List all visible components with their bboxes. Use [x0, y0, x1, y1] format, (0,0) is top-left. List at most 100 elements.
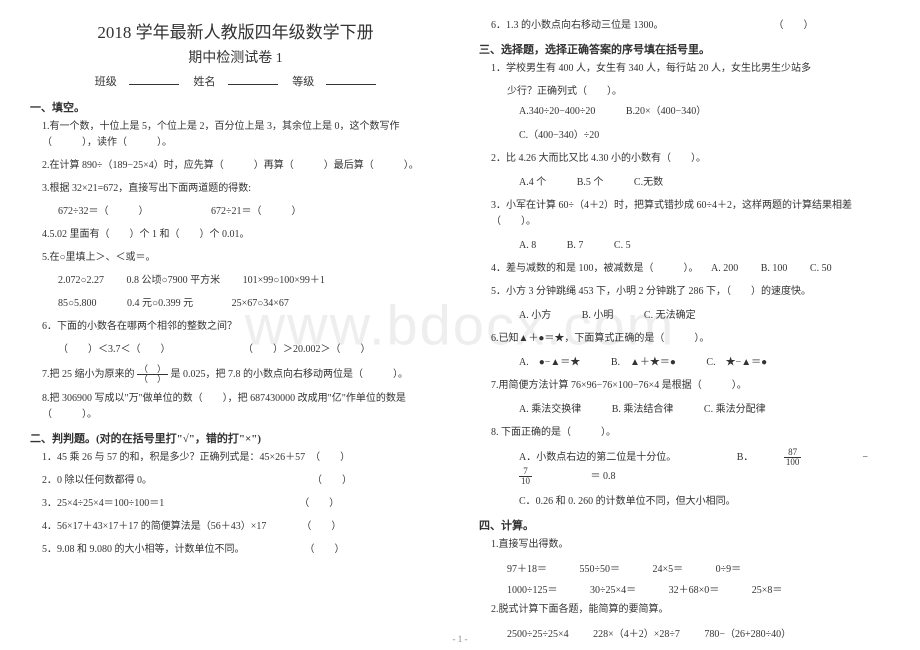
- s3-q8a: 8. 下面正确的是（ ）。: [491, 425, 890, 441]
- s2-q5: 5．9.08 和 9.080 的大小相等，计数单位不同。 （ ）: [42, 542, 441, 558]
- s3-q1-oC: C.（400−340）÷20: [519, 130, 599, 141]
- s3-q7-oB: B. 乘法结合律: [612, 404, 674, 415]
- s3-q8-oB-suf: ＝ 0.8: [591, 471, 616, 482]
- s4-q2-2: 228×（4＋2）×28÷7: [593, 629, 680, 640]
- s3-q2-oA: A.4 个: [519, 177, 546, 188]
- s4-q1a: 1.直接写出得数。: [491, 537, 890, 553]
- s3-q7-oA: A. 乘法交换律: [519, 404, 581, 415]
- info-line: 班级 姓名 等级: [30, 73, 441, 89]
- s3-q6-oA: A. ●−▲＝★: [519, 357, 580, 368]
- s1-q6a: 6．下面的小数各在哪两个相邻的整数之间？: [42, 319, 441, 335]
- s3-q3-oB: B. 7: [567, 240, 584, 251]
- s3-q2a: 2．比 4.26 大而比又比 4.30 小的小数有（ ）。: [491, 151, 890, 167]
- s3-q3-oA: A. 8: [519, 240, 536, 251]
- s3-q1a: 1．学校男生有 400 人，女生有 340 人，每行站 20 人，女生比男生少站…: [491, 61, 890, 77]
- s3-q8-oA: A．小数点右边的第二位是十分位。: [519, 452, 676, 463]
- s3-q8-optsC: C．0.26 和 0. 260 的计数单位不同，但大小相同。: [519, 493, 890, 510]
- s2-q3: 3．25×4÷25×4＝100÷100＝1 （ ）: [42, 496, 441, 512]
- s1-q7: 7.把 25 缩小为原来的 （ ）（ ） 是 0.025，把 7.8 的小数点向…: [42, 365, 441, 384]
- title-sub: 期中检测试卷 1: [30, 47, 441, 67]
- s1-q5c-1: 85○5.800: [58, 298, 97, 309]
- s4-q1-r1-2: 550÷50＝: [580, 564, 621, 575]
- s1-q3a: 3.根据 32×21=672，直接写出下面两道题的得数:: [42, 181, 441, 197]
- right-column: 6．1.3 的小数点向右移动三位是 1300。 （ ） 三、选择题，选择正确答案…: [479, 18, 890, 646]
- s3-q5a: 5．小方 3 分钟跳绳 453 下，小明 2 分钟跳了 286 下，（ ）的速度…: [491, 284, 890, 300]
- s3-q4: 4．差与减数的和是 100，被减数是（ ）。 A. 200 B. 100 C. …: [491, 261, 890, 277]
- s1-q8: 8.把 306900 写成以"万"做单位的数（ ），把 687430000 改成…: [42, 391, 441, 423]
- s3-q2-oC: C.无数: [634, 177, 663, 188]
- s1-q2: 2.在计算 890÷（189−25×4）时，应先算（ ）再算（ ）最后算（ ）。: [42, 158, 441, 174]
- s1-q5b-1: 2.072○2.27: [58, 275, 104, 286]
- fraction-blank: （ ）（ ）: [137, 365, 168, 384]
- s1-q6b-2: （ ）＞20.002＞（ ）: [243, 344, 371, 355]
- section1-header: 一、填空。: [30, 99, 441, 115]
- s3-q6-oB: B. ▲＋★＝●: [611, 357, 676, 368]
- s1-q1: 1.有一个数，十位上是 5，个位上是 2，百分位上是 3，其余位上是 0，这个数…: [42, 119, 441, 151]
- s3-q5-oB: B. 小明: [582, 310, 614, 321]
- s4-q1-row2: 1000÷125＝ 30÷25×4＝ 32＋68×0＝ 25×8＝: [507, 581, 890, 596]
- section4-header: 四、计算。: [479, 517, 890, 533]
- label-name: 姓名: [194, 76, 216, 88]
- s3-q6-oC: C. ★−▲＝●: [706, 357, 767, 368]
- s3-q4-oC: C. 50: [810, 263, 832, 274]
- fraction-7-10: 710: [519, 467, 560, 486]
- s3-q8-oC: C．0.26 和 0. 260 的计数单位不同，但大小相同。: [519, 496, 736, 507]
- page-content: 2018 学年最新人教版四年级数学下册 期中检测试卷 1 班级 姓名 等级 一、…: [30, 18, 890, 646]
- columns: 2018 学年最新人教版四年级数学下册 期中检测试卷 1 班级 姓名 等级 一、…: [30, 18, 890, 646]
- s1-q5c-3: 25×67○34×67: [232, 298, 289, 309]
- s3-q1-oB: B.20×（400−340）: [626, 106, 706, 117]
- s2-q2: 2．0 除以任何数都得 0。 （ ）: [42, 473, 441, 489]
- s1-q3b-b: 672÷21＝（ ）: [211, 206, 302, 217]
- s4-q1-r2-4: 25×8＝: [752, 585, 783, 596]
- s4-q1-r1-4: 0÷9＝: [716, 564, 742, 575]
- s1-q3b: 672÷32＝（ ） 672÷21＝（ ）: [58, 204, 441, 220]
- s3-q2-opts: A.4 个 B.5 个 C.无数: [519, 174, 890, 191]
- s3-q1-opts1: A.340÷20−400÷20 B.20×（400−340）: [519, 103, 890, 120]
- s1-q7-suf: 是 0.025，把 7.8 的小数点向右移动两位是（ ）。: [168, 369, 408, 380]
- s3-q8-optsAB: A．小数点右边的第二位是十分位。 B． 87100 − 710 ＝ 0.8: [519, 448, 890, 486]
- s3-q1b: 少行？正确列式（ ）。: [507, 84, 890, 100]
- section3-header: 三、选择题，选择正确答案的序号填在括号里。: [479, 41, 890, 57]
- s4-q2a: 2.脱式计算下面各题，能简算的要简算。: [491, 602, 890, 618]
- s3-q5-opts: A. 小方 B. 小明 C. 无法确定: [519, 307, 890, 324]
- s4-q1-r2-3: 32＋68×0＝: [669, 585, 720, 596]
- s3-q4-oB: B. 100: [761, 263, 788, 274]
- blank-grade: [326, 75, 376, 85]
- title-main: 2018 学年最新人教版四年级数学下册: [30, 18, 441, 43]
- s3-q3a: 3．小军在计算 60÷（4＋2）时，把算式错抄成 60÷4＋2，这样两题的计算结…: [491, 198, 890, 230]
- s3-q5-oC: C. 无法确定: [644, 310, 696, 321]
- left-column: 2018 学年最新人教版四年级数学下册 期中检测试卷 1 班级 姓名 等级 一、…: [30, 18, 441, 646]
- label-grade: 等级: [292, 76, 314, 88]
- s1-q6b-1: （ ）＜3.7＜（ ）: [58, 344, 171, 355]
- s1-q5b-2: 0.8 公顷○7900 平方米: [127, 275, 221, 286]
- s2-q4: 4．56×17＋43×17＋17 的简便算法是（56＋43）×17 （ ）: [42, 519, 441, 535]
- s3-q2-oB: B.5 个: [577, 177, 604, 188]
- s3-q1-opts2: C.（400−340）÷20: [519, 127, 890, 144]
- s3-q7-opts: A. 乘法交换律 B. 乘法结合律 C. 乘法分配律: [519, 401, 890, 418]
- s2-q1: 1．45 乘 26 与 57 的和，积是多少？正确列式是：45×26＋57 （ …: [42, 450, 441, 466]
- s3-q1-oA: A.340÷20−400÷20: [519, 106, 595, 117]
- label-class: 班级: [95, 76, 117, 88]
- s1-q5b: 2.072○2.27 0.8 公顷○7900 平方米 101×99○100×99…: [58, 273, 441, 289]
- s3-q4-oA: A. 200: [711, 263, 738, 274]
- s3-q3-oC: C. 5: [614, 240, 631, 251]
- s3-q3-opts: A. 8 B. 7 C. 5: [519, 237, 890, 254]
- blank-class: [129, 75, 179, 85]
- s1-q5b-3: 101×99○100×99＋1: [243, 275, 325, 286]
- s4-q1-r1-1: 97＋18＝: [507, 564, 547, 575]
- s1-q5a: 5.在○里填上＞、＜或＝。: [42, 250, 441, 266]
- r-q6: 6．1.3 的小数点向右移动三位是 1300。 （ ）: [491, 18, 890, 34]
- s3-q5-oA: A. 小方: [519, 310, 551, 321]
- s1-q4: 4.5.02 里面有（ ）个 1 和（ ）个 0.01。: [42, 227, 441, 243]
- s3-q7a: 7.用简便方法计算 76×96−76×100−76×4 是根据（ ）。: [491, 378, 890, 394]
- s4-q1-r2-1: 1000÷125＝: [507, 585, 558, 596]
- s3-q7-oC: C. 乘法分配律: [704, 404, 766, 415]
- blank-name: [228, 75, 278, 85]
- s4-q1-r2-2: 30÷25×4＝: [590, 585, 636, 596]
- s1-q7-pre: 7.把 25 缩小为原来的: [42, 369, 137, 380]
- fraction-87-100: 87100: [784, 448, 830, 467]
- s1-q5c: 85○5.800 0.4 元○0.399 元 25×67○34×67: [58, 296, 441, 312]
- s3-q4a: 4．差与减数的和是 100，被减数是（ ）。: [491, 263, 699, 274]
- s1-q5c-2: 0.4 元○0.399 元: [127, 298, 193, 309]
- s1-q6b: （ ）＜3.7＜（ ） （ ）＞20.002＞（ ）: [58, 342, 441, 358]
